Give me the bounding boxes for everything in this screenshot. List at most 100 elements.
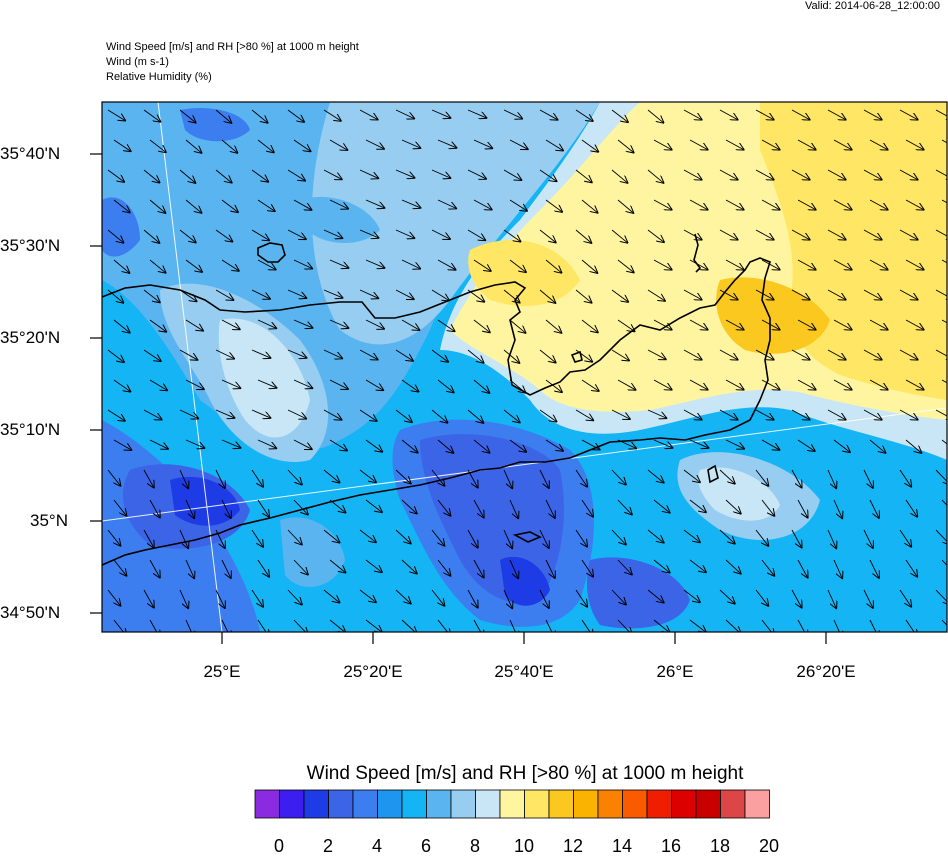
wind-arrow	[719, 409, 738, 420]
wind-arrow	[509, 319, 525, 333]
wind-arrow	[761, 319, 780, 330]
wind-arrow	[575, 529, 587, 547]
wind-arrow	[257, 319, 276, 328]
wind-arrow	[329, 259, 348, 268]
wind-arrow	[905, 139, 924, 150]
wind-arrow	[863, 409, 882, 420]
wind-arrow	[431, 169, 450, 178]
wind-arrow	[899, 229, 918, 240]
wind-arrow	[395, 229, 414, 238]
wind-arrow	[791, 349, 810, 360]
colorbar-label: 6	[420, 836, 432, 856]
wind-arrow	[545, 559, 555, 578]
header-wind: Wind (m s-1)	[106, 56, 169, 68]
wind-arrow	[863, 289, 882, 300]
wind-arrow	[437, 499, 450, 516]
wind-arrow	[899, 109, 918, 120]
wind-arrow	[869, 259, 888, 270]
wind-arrow	[401, 619, 417, 632]
wind-arrow	[869, 379, 888, 390]
wind-arrow	[899, 469, 911, 487]
wind-arrow	[539, 409, 556, 422]
wind-arrow	[797, 379, 816, 390]
wind-arrow	[215, 349, 234, 359]
wind-arrow	[467, 169, 486, 179]
wind-arrow	[359, 229, 378, 238]
wind-arrow	[797, 619, 808, 632]
wind-arrow	[185, 499, 194, 518]
wind-arrow	[503, 469, 512, 488]
wind-arrow	[797, 499, 808, 518]
wind-arrow	[683, 409, 702, 420]
wind-arrow	[107, 289, 123, 303]
wind-arrow	[683, 349, 702, 360]
wind-arrow	[257, 559, 269, 577]
wind-arrow	[179, 289, 197, 301]
wind-arrow	[323, 349, 342, 358]
wind-arrow	[215, 109, 231, 123]
wind-arrow	[503, 589, 512, 608]
wind-arrow	[797, 199, 816, 210]
wind-arrow	[359, 529, 376, 542]
wind-arrow	[725, 499, 741, 514]
wind-arrow	[617, 259, 634, 272]
wind-arrow	[863, 169, 882, 180]
wind-arrow	[833, 319, 852, 330]
wind-arrow	[215, 589, 225, 608]
wind-arrow	[719, 289, 738, 300]
wind-arrow	[611, 169, 627, 183]
wind-arrow	[833, 379, 852, 390]
wind-arrow	[827, 409, 846, 420]
wind-arrow	[437, 439, 453, 453]
wind-arrow	[287, 229, 306, 239]
wind-arrow	[941, 199, 947, 204]
wind-arrow	[323, 589, 340, 603]
colorbar-label: 12	[562, 836, 584, 856]
wind-arrow	[725, 379, 744, 390]
wind-arrow	[575, 469, 587, 487]
wind-arrow	[143, 349, 161, 361]
wind-arrow	[647, 169, 663, 183]
wind-arrow	[293, 619, 308, 632]
wind-arrow	[113, 379, 130, 392]
wind-arrow	[833, 619, 842, 632]
wind-arrow	[791, 289, 810, 300]
colorbar-label: 0	[273, 836, 285, 856]
wind-arrow	[905, 619, 917, 632]
wind-arrow	[215, 469, 225, 488]
wind-arrow	[467, 289, 484, 302]
wind-arrow	[395, 109, 414, 119]
wind-arrow	[143, 169, 160, 183]
wind-arrow	[437, 139, 456, 148]
wind-arrow	[251, 529, 263, 547]
wind-arrow	[617, 379, 636, 390]
wind-arrow	[257, 499, 269, 517]
wind-arrow	[323, 289, 342, 298]
wind-arrow	[293, 379, 312, 388]
wind-arrow	[467, 529, 478, 548]
wind-arrow	[647, 229, 664, 242]
wind-arrow	[143, 469, 154, 488]
colorbar-box	[744, 789, 770, 819]
wind-arrow	[113, 259, 129, 273]
wind-arrow	[761, 379, 780, 390]
wind-arrow	[653, 139, 672, 150]
wind-arrow	[437, 259, 456, 270]
wind-arrow	[329, 619, 346, 632]
wind-arrow	[791, 409, 810, 420]
wind-arrow	[545, 319, 561, 333]
wind-arrow	[683, 109, 702, 120]
wind-arrow	[107, 469, 120, 486]
wind-arrow	[797, 439, 815, 451]
wind-arrow	[755, 229, 774, 240]
wind-arrow	[365, 559, 382, 572]
colorbar-label: 18	[709, 836, 731, 856]
y-label: 35°20'N	[0, 328, 61, 347]
wind-arrow	[293, 439, 312, 449]
wind-arrow	[935, 169, 947, 180]
wind-arrow	[647, 289, 665, 301]
colorbar-box	[548, 789, 574, 819]
wind-arrow	[863, 349, 882, 360]
wind-arrow	[179, 529, 188, 548]
wind-arrow	[185, 619, 194, 632]
